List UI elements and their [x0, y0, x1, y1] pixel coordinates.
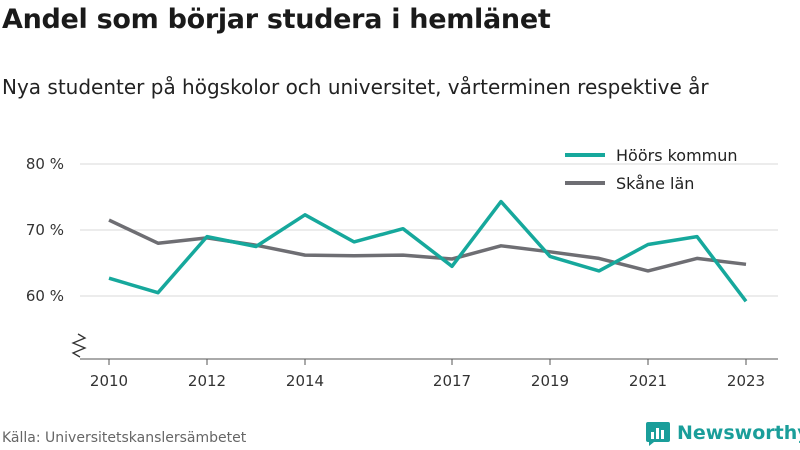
x-tick-label: 2012 — [188, 372, 226, 390]
series-line — [108, 199, 748, 303]
x-axis: 2010 2012 2014 2017 2019 2021 2023 — [71, 333, 778, 390]
y-tick-label: 80 % — [26, 155, 64, 173]
x-tick-label: 2019 — [531, 372, 569, 390]
source-note: Källa: Universitetskanslersämbetet — [2, 430, 247, 446]
legend-label: Höörs kommun — [616, 146, 738, 165]
x-tick-label: 2021 — [629, 372, 667, 390]
legend: Höörs kommun Skåne län — [565, 146, 738, 193]
brand-name: Newsworthy — [677, 422, 800, 444]
x-tick-label: 2014 — [286, 372, 324, 390]
x-tick-label: 2023 — [727, 372, 765, 390]
x-tick-label: 2017 — [433, 372, 471, 390]
series-lines — [108, 199, 748, 303]
newsworthy-logo: Newsworthy — [645, 420, 800, 446]
chart-title: Andel som börjar studera i hemlänet — [2, 4, 551, 35]
chart-bar-icon — [646, 422, 670, 446]
legend-label: Skåne län — [616, 174, 694, 193]
chart-subtitle: Nya studenter på högskolor och universit… — [2, 75, 709, 99]
axis-break-icon — [71, 333, 87, 358]
y-tick-label: 60 % — [26, 287, 64, 305]
line-chart: 60 % 70 % 80 % 2010 2012 2014 2017 2019 2021 202… — [26, 146, 778, 390]
grid-lines: 60 % 70 % 80 % — [26, 155, 778, 305]
x-tick-label: 2010 — [90, 372, 128, 390]
y-tick-label: 70 % — [26, 221, 64, 239]
